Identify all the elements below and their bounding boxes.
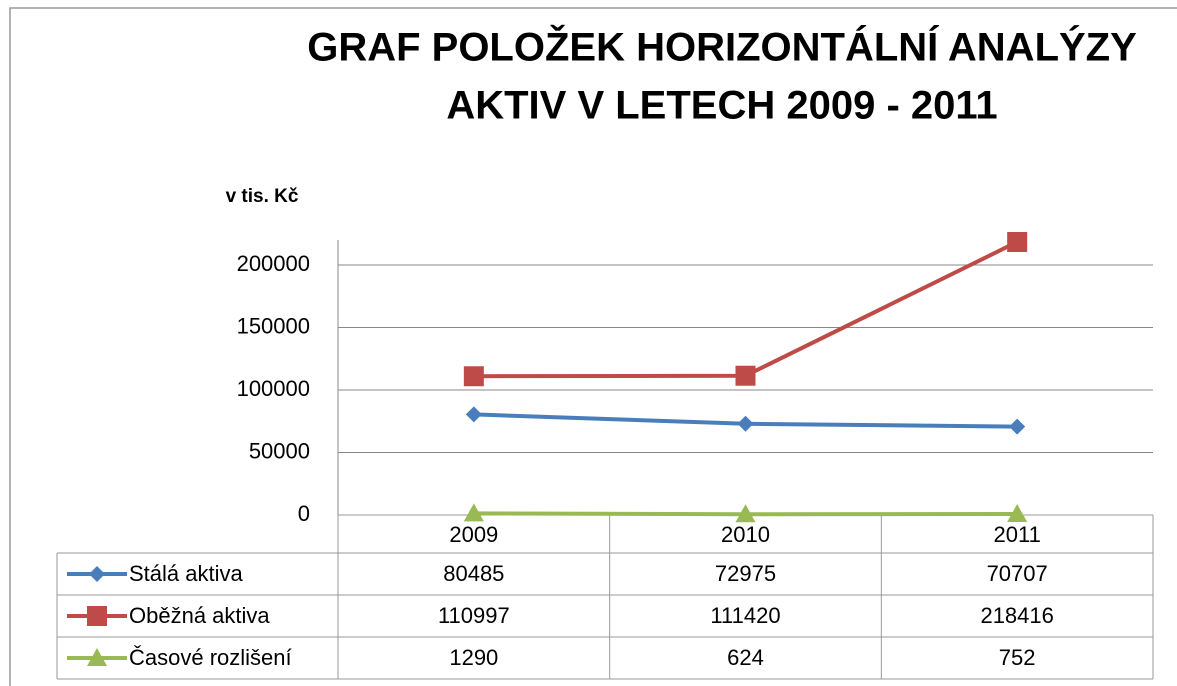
table-value: 218416 <box>980 603 1053 628</box>
marker <box>1009 418 1026 435</box>
legend-marker <box>87 606 107 626</box>
table-value: 70707 <box>987 561 1048 586</box>
chart-title: AKTIV V LETECH 2009 - 2011 <box>446 84 997 128</box>
marker <box>463 503 484 522</box>
table-value: 72975 <box>715 561 776 586</box>
table-value: 110997 <box>438 603 510 628</box>
marker <box>1007 504 1028 523</box>
legend-label: Časové rozlišení <box>129 645 292 670</box>
table-value: 624 <box>727 645 764 670</box>
x-tick-label: 2009 <box>449 522 498 547</box>
marker <box>735 365 756 386</box>
y-tick-label: 150000 <box>237 313 310 338</box>
legend-marker <box>87 648 107 666</box>
chart-frame <box>9 7 1177 686</box>
marker <box>735 504 756 523</box>
marker <box>737 415 754 432</box>
y-tick-label: 50000 <box>249 438 310 463</box>
legend-label: Oběžná aktiva <box>129 603 270 628</box>
y-tick-label: 0 <box>298 501 310 526</box>
legend-label: Stálá aktiva <box>129 561 243 586</box>
chart-title: GRAF POLOŽEK HORIZONTÁLNÍ ANALÝZY <box>307 24 1137 70</box>
y-tick-label: 100000 <box>237 376 310 401</box>
y-axis-label: v tis. Kč <box>226 186 299 207</box>
marker <box>463 366 484 387</box>
table-value: 111420 <box>710 603 780 628</box>
marker <box>465 406 482 423</box>
x-tick-label: 2011 <box>994 522 1041 547</box>
table-value: 80485 <box>443 561 504 586</box>
legend-marker <box>89 566 105 582</box>
y-tick-label: 200000 <box>237 251 310 276</box>
x-tick-label: 2010 <box>721 522 770 547</box>
table-value: 1290 <box>449 645 498 670</box>
table-value: 752 <box>999 645 1036 670</box>
marker <box>1007 231 1028 252</box>
